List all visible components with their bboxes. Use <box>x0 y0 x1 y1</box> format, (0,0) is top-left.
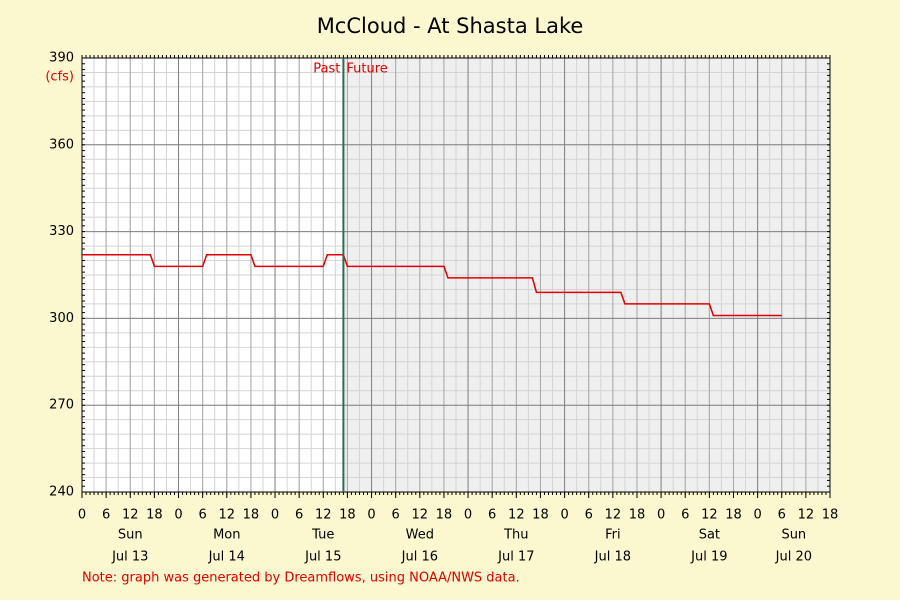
day-label: Sun <box>118 528 143 543</box>
y-tick-label: 390 <box>49 51 74 66</box>
x-tick-label: 0 <box>753 508 761 523</box>
x-tick-label: 12 <box>412 508 429 523</box>
x-tick-label: 18 <box>436 508 453 523</box>
past-label: Past <box>313 62 340 77</box>
chart-title: McCloud - At Shasta Lake <box>317 14 584 38</box>
x-tick-label: 0 <box>174 508 182 523</box>
x-tick-label: 6 <box>392 508 400 523</box>
x-tick-label: 18 <box>822 508 839 523</box>
flow-line <box>82 253 782 317</box>
x-tick-label: 18 <box>339 508 356 523</box>
date-label: Jul 19 <box>690 550 727 565</box>
x-tick-label: 12 <box>701 508 718 523</box>
future-label: Future <box>346 62 387 77</box>
date-label: Jul 13 <box>111 550 148 565</box>
date-label: Jul 20 <box>775 550 812 565</box>
x-tick-label: 6 <box>488 508 496 523</box>
x-tick-label: 12 <box>122 508 139 523</box>
day-label: Sat <box>699 528 720 543</box>
x-tick-label: 12 <box>315 508 332 523</box>
day-label: Fri <box>605 528 621 543</box>
x-tick-label: 12 <box>508 508 525 523</box>
x-tick-label: 6 <box>102 508 110 523</box>
x-tick-label: 0 <box>464 508 472 523</box>
x-tick-label: 0 <box>271 508 279 523</box>
x-tick-label: 12 <box>798 508 815 523</box>
x-tick-label: 6 <box>199 508 207 523</box>
note: Note: graph was generated by Dreamflows,… <box>82 571 520 586</box>
day-label: Sun <box>781 528 806 543</box>
x-tick-label: 0 <box>78 508 86 523</box>
x-tick-label: 18 <box>532 508 549 523</box>
x-tick-label: 18 <box>629 508 646 523</box>
y-tick-label: 270 <box>49 398 74 413</box>
date-label: Jul 14 <box>208 550 245 565</box>
day-label: Thu <box>503 528 528 543</box>
day-label: Tue <box>311 528 334 543</box>
date-label: Jul 16 <box>401 550 438 565</box>
y-tick-label: 360 <box>49 137 74 152</box>
y-tick-label: 240 <box>49 485 74 500</box>
date-label: Jul 17 <box>497 550 534 565</box>
x-tick-label: 6 <box>585 508 593 523</box>
x-tick-label: 0 <box>367 508 375 523</box>
x-tick-label: 0 <box>560 508 568 523</box>
day-label: Wed <box>406 528 434 543</box>
y-tick-label: 330 <box>49 224 74 239</box>
x-tick-label: 12 <box>605 508 622 523</box>
date-label: Jul 18 <box>594 550 631 565</box>
x-tick-label: 6 <box>681 508 689 523</box>
x-tick-label: 6 <box>295 508 303 523</box>
x-tick-label: 6 <box>778 508 786 523</box>
y-tick-label: 300 <box>49 311 74 326</box>
plot-frame <box>81 57 831 493</box>
y-unit-label: (cfs) <box>45 70 74 85</box>
date-label: Jul 15 <box>304 550 341 565</box>
x-tick-label: 12 <box>219 508 236 523</box>
day-label: Mon <box>213 528 240 543</box>
x-tick-label: 18 <box>725 508 742 523</box>
x-tick-label: 18 <box>146 508 163 523</box>
x-tick-label: 0 <box>657 508 665 523</box>
x-tick-label: 18 <box>243 508 260 523</box>
